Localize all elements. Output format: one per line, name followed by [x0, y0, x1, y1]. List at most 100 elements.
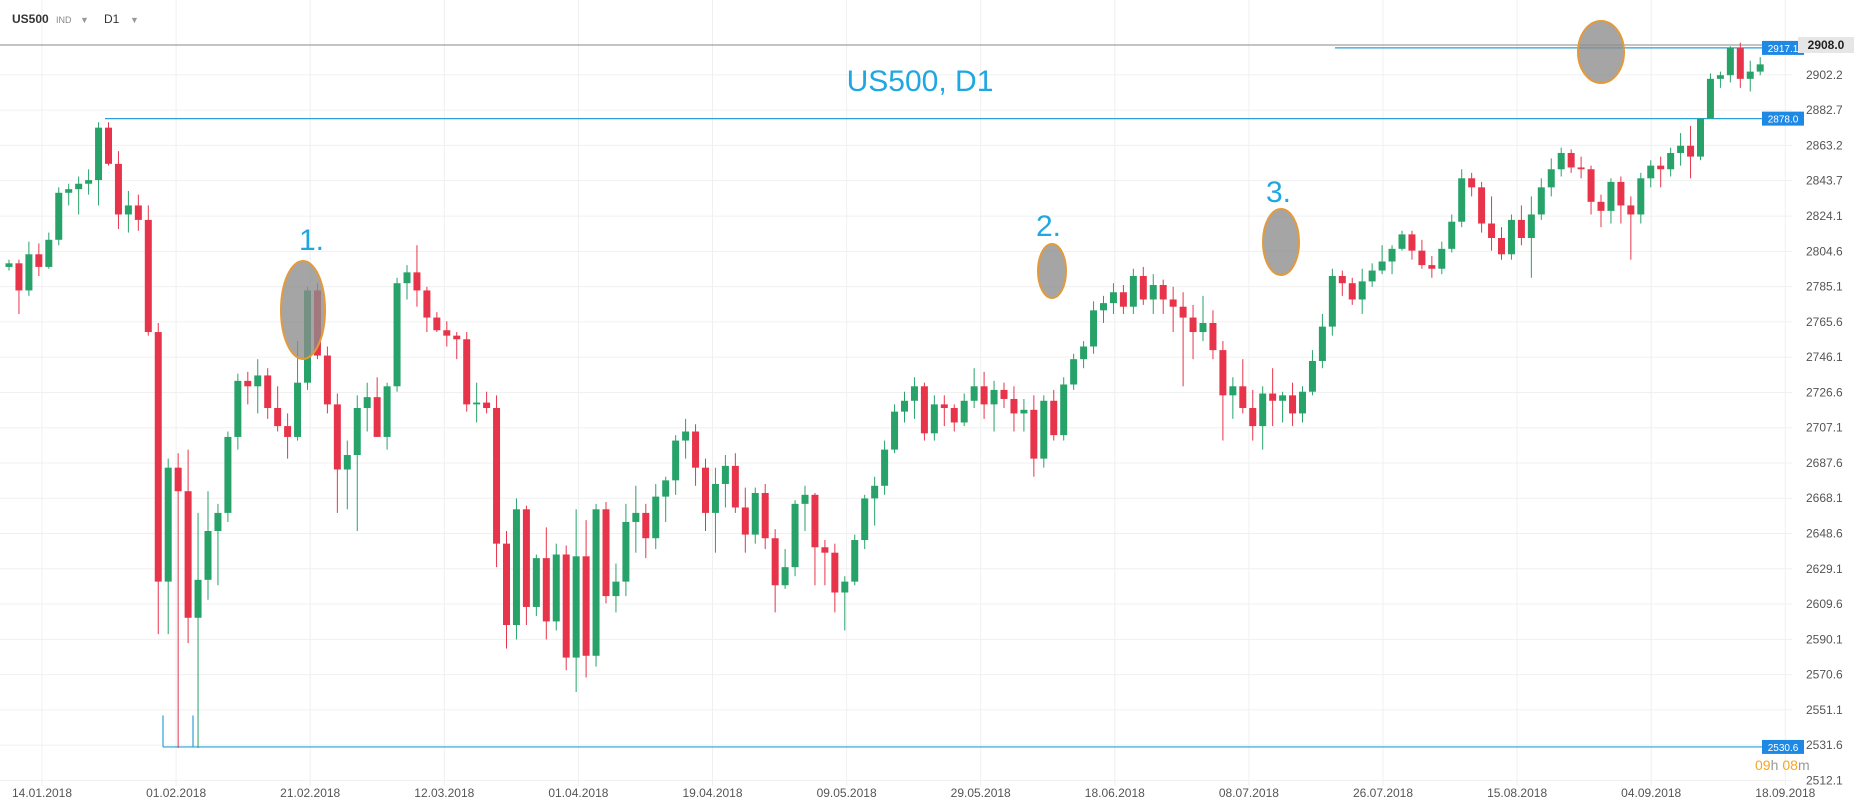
price-tick-label: 2902.2 [1806, 68, 1843, 82]
date-tick-label: 09.05.2018 [817, 786, 877, 800]
candle-body [711, 483, 719, 513]
candle-body [393, 283, 401, 387]
candle-body [1090, 310, 1098, 347]
candle-body [65, 189, 73, 193]
candle-body [443, 330, 451, 336]
candle-body [851, 540, 859, 582]
candle-body [582, 556, 590, 656]
candle-body [453, 335, 461, 340]
candle-body [124, 205, 132, 215]
candle-body [622, 521, 630, 582]
candle-body [373, 397, 381, 437]
candle-body [970, 386, 978, 401]
candle-body [45, 239, 53, 267]
timeframe-dropdown-icon[interactable]: ▼ [130, 15, 139, 25]
candle-body [980, 386, 988, 405]
candle-body [433, 317, 441, 331]
candle-body [244, 380, 252, 387]
symbol-label[interactable]: US500 [12, 12, 49, 26]
candle-body [930, 404, 938, 434]
candle-body [1129, 275, 1137, 307]
candle-body [881, 449, 889, 486]
candle-body [1000, 389, 1008, 399]
price-tick-label: 2590.1 [1806, 632, 1843, 646]
candle-body [1080, 346, 1088, 360]
date-tick-label: 01.02.2018 [146, 786, 206, 800]
price-axis[interactable]: 2512.1 2531.6 2551.1 2570.6 2590.1 2609.6 2629… [1762, 37, 1854, 787]
candle-body [960, 400, 968, 423]
candle-body [1249, 408, 1257, 427]
candle-body [254, 375, 262, 387]
candle-body [1348, 283, 1356, 300]
candle-body [751, 493, 759, 535]
price-tick-label: 2512.1 [1806, 773, 1843, 787]
candle-body [1726, 48, 1734, 76]
price-tick-label: 2726.6 [1806, 385, 1843, 399]
price-tick-label: 2551.1 [1806, 703, 1843, 717]
annotation-1: 1. [299, 224, 324, 257]
candle-body [1657, 165, 1665, 170]
candle-body [1627, 205, 1635, 215]
date-tick-label: 12.03.2018 [414, 786, 474, 800]
candle-body [1229, 386, 1237, 396]
candle-body [144, 219, 152, 333]
candle-body [343, 455, 351, 470]
candle-body [1189, 317, 1197, 333]
date-axis[interactable]: 14.01.2018 01.02.2018 21.02.2018 12.03.2018… [12, 786, 1816, 800]
countdown-h-unit: h [1771, 757, 1779, 773]
date-tick-label: 18.06.2018 [1085, 786, 1145, 800]
candle-body [1577, 167, 1585, 170]
candle-body [1687, 145, 1695, 157]
date-tick-label: 18.09.2018 [1755, 786, 1815, 800]
candle-body [413, 272, 421, 291]
current-price-tag-bg [1798, 37, 1854, 53]
candle-body [1438, 248, 1446, 269]
candle-body [950, 408, 958, 423]
candle-body [1697, 118, 1704, 157]
candle-body [154, 332, 162, 582]
level-tag-2917: 2917.1 [1768, 44, 1799, 55]
level-tag-2878-bg [1762, 111, 1804, 126]
candle-body [363, 397, 371, 408]
price-tick-label: 2863.2 [1806, 138, 1843, 152]
annotation-2: 2. [1036, 210, 1061, 243]
candle-body [1398, 234, 1406, 249]
candle-body [1607, 181, 1615, 211]
candle-body [55, 192, 63, 240]
candle-body [1358, 281, 1366, 300]
candle-body [781, 567, 789, 586]
candle-body [791, 503, 799, 568]
candle-body [771, 538, 779, 586]
candle-body [821, 547, 829, 553]
symbol-dropdown-icon[interactable]: ▼ [80, 15, 89, 25]
candle-body [1706, 78, 1714, 119]
candle-body [1637, 178, 1645, 215]
price-tick-label: 2843.7 [1806, 174, 1843, 188]
candle-body [831, 552, 839, 593]
candle-body [383, 386, 391, 437]
candle-body [1070, 359, 1078, 385]
candle-body [1179, 306, 1187, 318]
price-tick-label: 2824.1 [1806, 209, 1843, 223]
candle-body [323, 355, 331, 405]
price-tick-label: 2804.6 [1806, 244, 1843, 258]
candle-body [1149, 285, 1157, 300]
candle-body [1617, 181, 1625, 206]
candle-body [1567, 152, 1575, 168]
date-tick-label: 26.07.2018 [1353, 786, 1413, 800]
price-tick-label: 2765.6 [1806, 315, 1843, 329]
candle-body [562, 554, 570, 658]
candle-body [1299, 391, 1306, 414]
timeframe-label[interactable]: D1 [104, 12, 120, 26]
candle-body [1478, 187, 1486, 224]
candle-body [1378, 261, 1386, 271]
price-tick-label: 2570.6 [1806, 668, 1843, 682]
candle-body [1308, 360, 1316, 392]
candle-body [1756, 64, 1764, 72]
candle-body [692, 431, 700, 468]
candle-body [174, 467, 182, 492]
candle-body [234, 380, 242, 437]
date-tick-label: 01.04.2018 [548, 786, 608, 800]
candle-countdown: 09h 08m [1755, 757, 1810, 773]
